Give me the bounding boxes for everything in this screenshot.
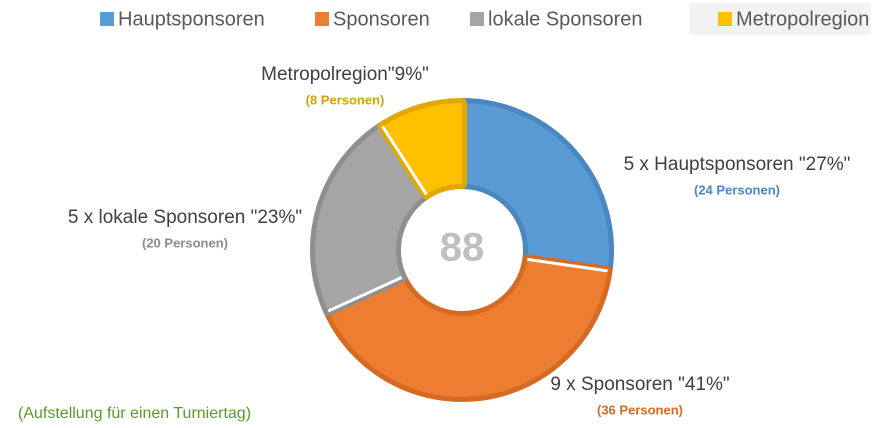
- donut-slice: [457, 98, 614, 276]
- legend-swatch: [315, 12, 329, 26]
- donut-slice: [310, 121, 432, 317]
- slice-separator: [327, 276, 403, 313]
- slice-value-label: (8 Personen): [306, 92, 385, 107]
- slice-value-label: (24 Personen): [694, 182, 780, 197]
- slice-separator: [527, 257, 608, 273]
- legend-label: Sponsoren: [333, 8, 430, 30]
- slice-label: 5 x Hauptsponsoren "27%": [624, 154, 851, 175]
- legend-label: Hauptsponsoren: [118, 8, 265, 30]
- slice-label: 5 x lokale Sponsoren "23%": [68, 207, 302, 228]
- legend-swatch: [470, 12, 484, 26]
- footnote: (Aufstellung für einen Turniertag): [18, 405, 251, 422]
- legend-label: Metropolregion: [736, 8, 869, 30]
- legend-swatch: [100, 12, 114, 26]
- slice-separator: [381, 125, 428, 196]
- legend-label: lokale Sponsoren: [488, 8, 643, 30]
- slice-label: 9 x Sponsoren "41%": [550, 374, 729, 395]
- donut-slice: [323, 254, 613, 402]
- slice-value-label: (36 Personen): [597, 402, 683, 417]
- donut-slice: [377, 98, 467, 200]
- center-total: 88: [440, 226, 485, 270]
- legend-swatch: [718, 12, 732, 26]
- slice-label: Metropolregion"9%": [261, 64, 429, 85]
- slice-value-label: (20 Personen): [142, 235, 228, 250]
